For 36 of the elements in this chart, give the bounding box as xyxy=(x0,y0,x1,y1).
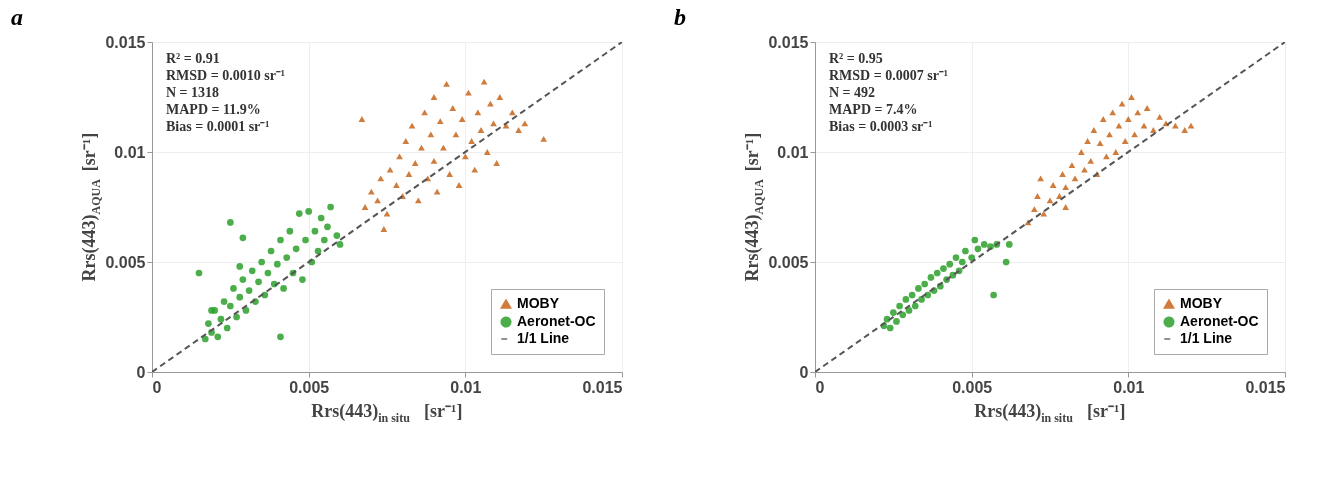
y-axis-title: Rrs(443)AQUA [sr⁻¹] xyxy=(742,132,766,282)
x-tick-label: 0.005 xyxy=(952,378,993,396)
legend-label: 1/1 Line xyxy=(1180,330,1233,346)
annotation: R² = 0.91 xyxy=(166,51,220,66)
y-tick-label: 0.015 xyxy=(105,33,146,51)
annotation: R² = 0.95 xyxy=(829,51,883,66)
annotation: RMSD = 0.0007 sr⁻¹ xyxy=(829,68,949,83)
y-tick-label: 0.015 xyxy=(768,33,809,51)
y-tick-label: 0.01 xyxy=(114,143,146,161)
x-tick-label: 0.015 xyxy=(582,378,623,396)
annotation: RMSD = 0.0010 sr⁻¹ xyxy=(166,68,286,83)
y-tick-label: 0 xyxy=(136,363,146,381)
legend-label: MOBY xyxy=(517,295,560,311)
x-tick-label: 0.01 xyxy=(1113,378,1145,396)
legend-label: MOBY xyxy=(1180,295,1223,311)
chart-title: a xyxy=(11,4,23,30)
x-tick-label: 0.015 xyxy=(1245,378,1286,396)
annotation: MAPD = 7.4% xyxy=(829,102,918,117)
annotation: Bias = 0.0001 sr⁻¹ xyxy=(166,119,270,134)
x-tick-label: 0.01 xyxy=(450,378,482,396)
annotation: N = 1318 xyxy=(166,85,220,100)
y-tick-label: 0.01 xyxy=(777,143,809,161)
x-tick-label: 0.005 xyxy=(289,378,330,396)
x-tick-label: 0 xyxy=(815,378,825,396)
annotation: Bias = 0.0003 sr⁻¹ xyxy=(829,119,933,134)
legend-label: 1/1 Line xyxy=(517,330,570,346)
y-tick-label: 0.005 xyxy=(105,253,146,271)
legend-label: Aeronet-OC xyxy=(1180,313,1259,329)
y-tick-label: 0 xyxy=(799,363,809,381)
legend-label: Aeronet-OC xyxy=(517,313,596,329)
y-axis-title: Rrs(443)AQUA [sr⁻¹] xyxy=(79,132,103,282)
x-tick-label: 0 xyxy=(152,378,162,396)
chart-title: b xyxy=(674,4,686,30)
annotation: N = 492 xyxy=(829,85,876,100)
annotation: MAPD = 11.9% xyxy=(166,102,261,117)
y-tick-label: 0.005 xyxy=(768,253,809,271)
